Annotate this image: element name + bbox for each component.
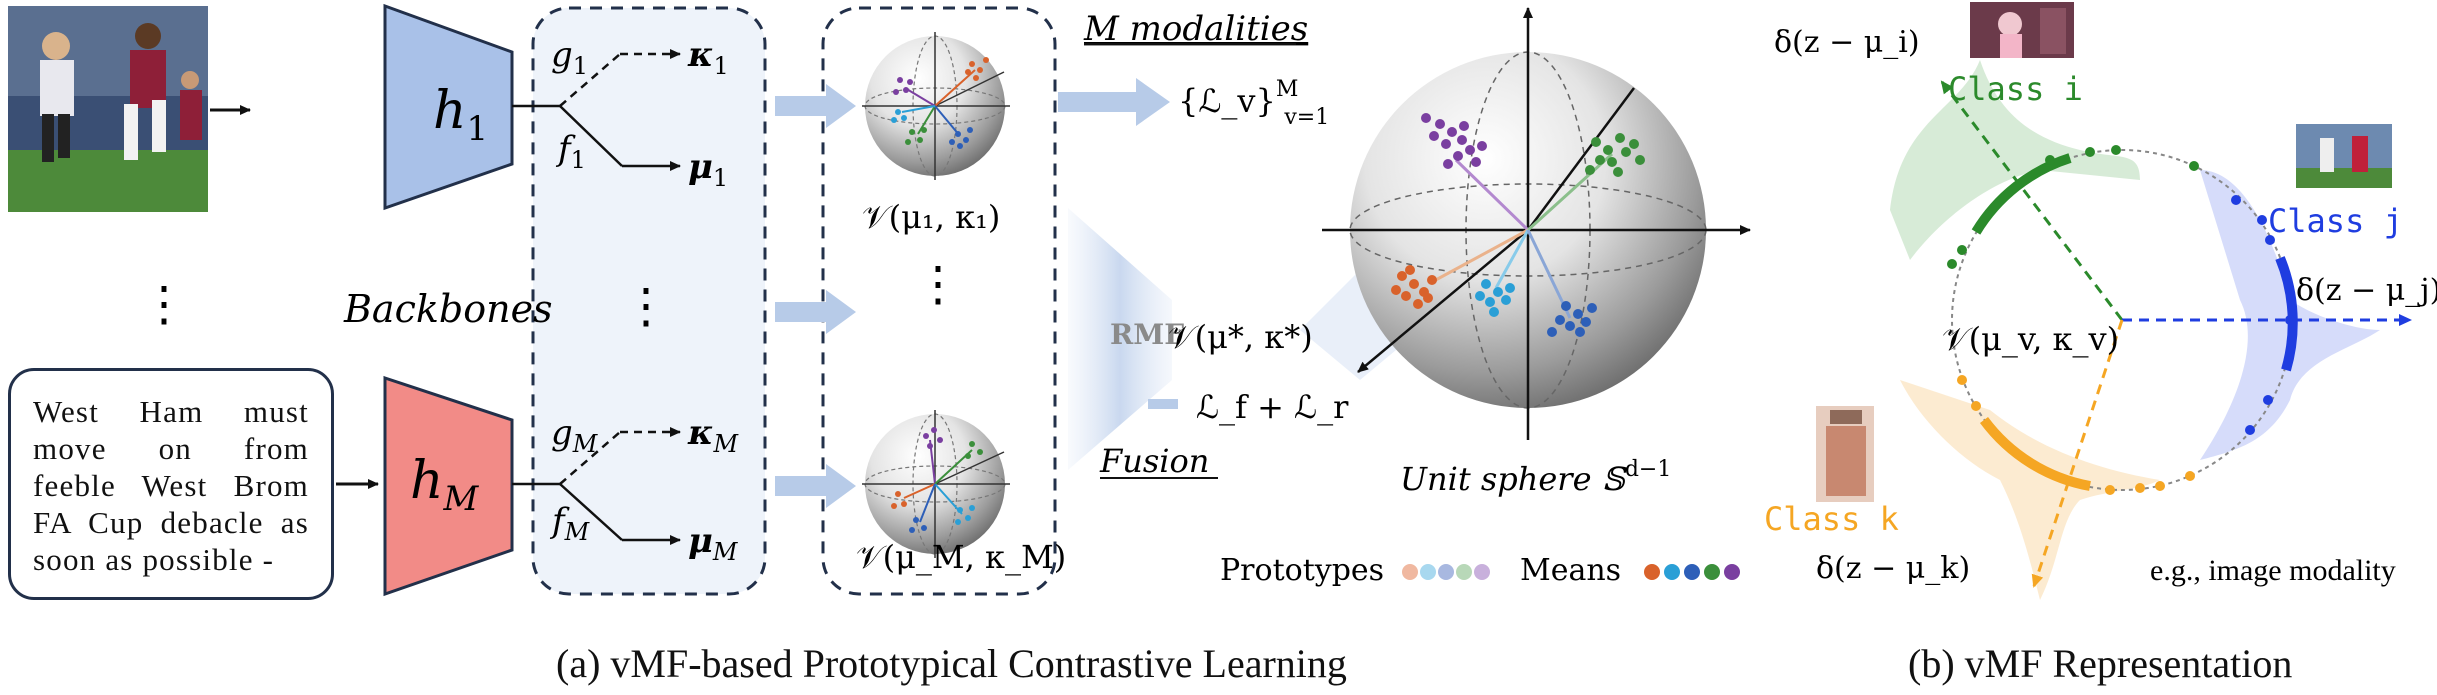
rmf-label: RMF	[1110, 318, 1184, 351]
vmf-bottom-label: 𝒱(μ_M, κ_M)	[856, 538, 1066, 576]
heads-panel	[531, 6, 767, 596]
dots-heads: ⋮	[622, 278, 670, 334]
mean-arrow-k	[2031, 319, 2124, 588]
points-class-k	[1957, 375, 2195, 495]
density-class-i	[1890, 60, 2140, 260]
class-i-label: Class i	[1948, 70, 2083, 108]
arc-class-j	[2275, 256, 2298, 372]
class-j-label: Class j	[2268, 202, 2403, 240]
delta-j-label: δ(z − μ_j)	[2296, 273, 2437, 308]
prototypes-legend-dots	[1402, 564, 1490, 580]
flow-arrow-top	[775, 84, 856, 128]
dots-left: ⋮	[140, 276, 188, 332]
prototypes-legend-label: Prototypes	[1220, 553, 1384, 588]
vmf-fused-label: 𝒱(μ*, κ*)	[1168, 318, 1313, 356]
gM-label: gM	[551, 413, 599, 458]
caption-a: (a) vMF-based Prototypical Contrastive L…	[556, 641, 1347, 686]
means-legend-label: Means	[1520, 553, 1621, 588]
class-k-label: Class k	[1764, 500, 1899, 538]
mu1-label: μ1	[688, 147, 728, 192]
sphere-cluster-cyan	[1475, 279, 1515, 317]
text-input-box: West Ham must move on from feeble West B…	[8, 368, 334, 600]
vmf-v-label: 𝒱(μ_v, κ_v)	[1942, 320, 2119, 358]
fusion-loss-label: ℒ_f + ℒ_r	[1196, 388, 1349, 426]
kappa1-label: κ1	[687, 35, 729, 80]
sphere-cluster-orange	[1391, 265, 1437, 309]
small-sphere-bottom	[862, 410, 1010, 558]
backbone-h1	[383, 3, 514, 211]
football-image	[8, 6, 208, 212]
arc-class-k	[1979, 416, 2091, 491]
unit-sphere-label: Unit sphere 𝕊d−1	[1400, 457, 1671, 498]
kappaM-label: κM	[687, 413, 739, 458]
points-class-j	[2231, 195, 2295, 435]
thumb-class-i	[1970, 2, 2074, 58]
backbones-label: Backbones	[343, 287, 553, 331]
backbone-hM	[383, 375, 514, 597]
means-legend-dots	[1644, 564, 1740, 580]
sphere-cluster-green	[1585, 133, 1645, 177]
fM-label: fM	[549, 501, 591, 546]
unit-sphere	[1322, 7, 1751, 440]
vmf-top-label: 𝒱(μ₁, κ₁)	[862, 198, 1000, 236]
flow-arrow-bottom	[775, 464, 856, 508]
modalities-label: M modalities	[1083, 9, 1308, 49]
arc-class-i	[1971, 153, 2072, 235]
g1-label: g1	[551, 35, 588, 80]
thumb-class-j	[2296, 124, 2392, 188]
rmf-block	[1068, 208, 1172, 470]
delta-k-label: δ(z − μ_k)	[1816, 551, 1970, 586]
flow-arrow-modalities	[1058, 78, 1170, 126]
thumb-class-k	[1816, 406, 1874, 502]
hM-label: hM	[410, 451, 480, 519]
muM-label: μM	[688, 521, 739, 566]
points-class-i	[1947, 145, 2199, 269]
example-note: e.g., image modality	[2150, 554, 2396, 587]
delta-i-label: δ(z − μ_i)	[1774, 25, 1920, 60]
sphere-cluster-blue	[1547, 301, 1597, 337]
sphere-cluster-purple	[1421, 113, 1487, 169]
density-class-k	[1900, 380, 2160, 600]
caption-b: (b) vMF Representation	[1908, 641, 2293, 686]
small-sphere-top	[862, 32, 1010, 180]
loss-set-label: {ℒ_v}M v=1	[1178, 77, 1329, 130]
flow-arrow-mid	[775, 290, 856, 334]
fusion-label: Fusion	[1099, 442, 1209, 480]
text-input-content: West Ham must move on from feeble West B…	[33, 394, 309, 577]
h1-label: h1	[433, 81, 488, 149]
dots-vmf: ⋮	[914, 256, 962, 312]
